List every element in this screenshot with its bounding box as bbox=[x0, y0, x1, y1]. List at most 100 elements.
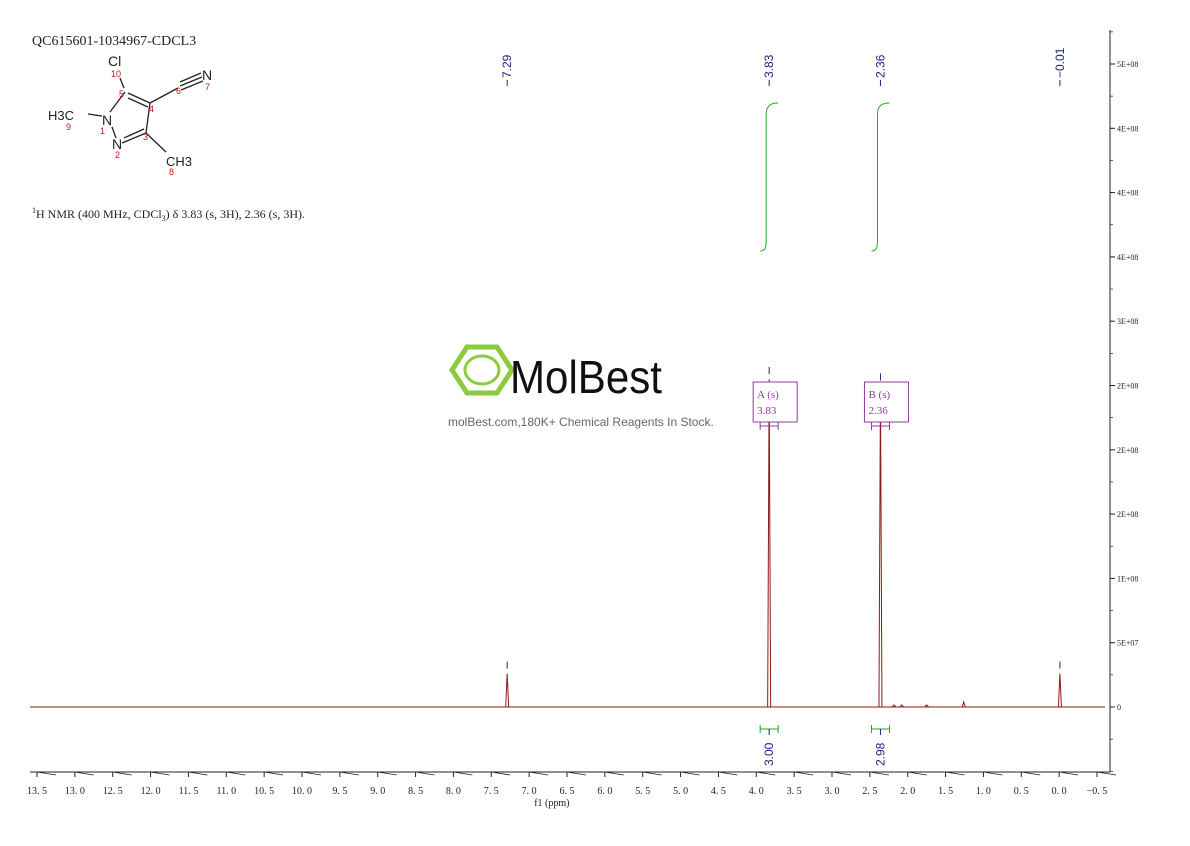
x-minor-tick bbox=[150, 771, 170, 776]
x-minor-tick bbox=[491, 771, 511, 776]
x-tick-label: 2. 0 bbox=[900, 786, 915, 797]
x-tick-label: 10. 5 bbox=[254, 786, 274, 797]
atom-number-2: 2 bbox=[115, 150, 120, 160]
x-minor-tick bbox=[945, 771, 965, 776]
peak-label: 3.83 bbox=[762, 54, 776, 78]
x-tick-label: 13. 0 bbox=[65, 786, 85, 797]
multiplet-box bbox=[863, 381, 909, 423]
molbest-watermark: MolBest molBest.com,180K+ Chemical Reage… bbox=[448, 344, 714, 429]
x-minor-tick bbox=[264, 771, 284, 776]
atom-number-10: 10 bbox=[111, 69, 121, 79]
x-minor-tick bbox=[377, 771, 397, 776]
x-tick-label: 0. 0 bbox=[1052, 786, 1067, 797]
x-minor-tick bbox=[642, 771, 662, 776]
multiplet-id: B (s) bbox=[868, 389, 890, 401]
molbest-brand: MolBest bbox=[510, 351, 662, 403]
x-minor-tick bbox=[1021, 771, 1041, 776]
x-minor-tick bbox=[415, 771, 435, 776]
atom-number-6: 6 bbox=[176, 86, 181, 96]
x-minor-tick bbox=[869, 771, 889, 776]
y-tick-label: 4E+08 bbox=[1117, 124, 1138, 133]
spectrum-minor-peak bbox=[899, 704, 905, 708]
nmr-solvent-sub: 3 bbox=[162, 214, 166, 223]
x-tick-label: 10. 0 bbox=[292, 786, 312, 797]
x-minor-tick bbox=[453, 771, 473, 776]
atom-number-5: 5 bbox=[119, 89, 124, 99]
y-tick-label: 4E+08 bbox=[1117, 253, 1138, 262]
y-tick-label: 4E+08 bbox=[1117, 189, 1138, 198]
nmr-description: 1H NMR (400 MHz, CDCl3) δ 3.83 (s, 3H), … bbox=[32, 206, 305, 223]
spectrum-peak bbox=[1057, 673, 1062, 708]
molbest-logo-ring bbox=[463, 354, 501, 386]
x-tick-label: 3. 5 bbox=[787, 786, 802, 797]
x-tick-label: 4. 0 bbox=[749, 786, 764, 797]
atom-n-1: N bbox=[102, 112, 112, 128]
chart-axes: 13. 5 13. 0 1 2. 5 12. 0 11. 5 11. 0 10. 5 10. 0… bbox=[27, 30, 1138, 809]
x-minor-tick bbox=[112, 771, 132, 776]
y-tick-label: 5E+08 bbox=[1117, 60, 1138, 69]
molecule-structure: Cl N N N H3C CH3 1 2 3 4 5 6 7 8 9 10 bbox=[48, 53, 212, 177]
integral-value: 3.00 bbox=[762, 742, 776, 766]
x-tick-label: 13. 5 bbox=[27, 786, 47, 797]
x-minor-tick bbox=[831, 771, 851, 776]
atom-number-7: 7 bbox=[205, 82, 210, 92]
y-tick-label: 2E+08 bbox=[1117, 382, 1138, 391]
spectrum-peak bbox=[767, 379, 772, 708]
x-tick-label: 5. 5 bbox=[635, 786, 650, 797]
x-minor-tick bbox=[756, 771, 776, 776]
x-tick-label: 3. 0 bbox=[825, 786, 840, 797]
x-minor-tick bbox=[188, 771, 208, 776]
x-minor-tick bbox=[907, 771, 927, 776]
x-tick-label: 11. 5 bbox=[179, 786, 199, 797]
x-tick-label: −0. 5 bbox=[1087, 786, 1108, 797]
molbest-tagline: molBest.com,180K+ Chemical Reagents In S… bbox=[448, 415, 714, 429]
x-minor-tick bbox=[74, 771, 94, 776]
peak-label: 2.36 bbox=[873, 54, 887, 78]
chart-annotations: 7.29 3.83 2.36 −0.01 A (s) 3.83 B (s) 2.36 3.00 2… bbox=[500, 47, 1067, 766]
y-tick-label: 5E+07 bbox=[1117, 639, 1138, 648]
spectrum-minor-peak bbox=[924, 704, 929, 708]
x-tick-label: 5. 0 bbox=[673, 786, 688, 797]
atom-n-2: N bbox=[112, 136, 122, 152]
multiplet-shift: 3.83 bbox=[757, 405, 777, 417]
sample-id: QC615601-1034967-CDCL3 bbox=[32, 34, 196, 49]
molbest-logo-hexagon bbox=[449, 344, 515, 396]
x-tick-label: 7. 5 bbox=[484, 786, 499, 797]
x-minor-tick bbox=[718, 771, 738, 776]
y-tick-label: 0 bbox=[1117, 703, 1121, 712]
x-minor-tick bbox=[339, 771, 359, 776]
spectrum-minor-peak bbox=[891, 704, 897, 708]
x-minor-tick bbox=[36, 771, 56, 776]
peak-label: −0.01 bbox=[1053, 47, 1067, 78]
atom-h3c: H3C bbox=[48, 108, 74, 123]
x-tick-label: 12. 0 bbox=[141, 786, 161, 797]
y-tick-label: 1E+08 bbox=[1117, 574, 1138, 583]
peak-label: 7.29 bbox=[500, 54, 514, 78]
nmr-nucleus-sup: 1 bbox=[32, 206, 36, 215]
x-minor-tick bbox=[680, 771, 700, 776]
y-tick-label: 2E+08 bbox=[1117, 446, 1138, 455]
atom-number-3: 3 bbox=[143, 132, 148, 142]
spectrum-peak bbox=[505, 673, 510, 708]
x-tick-label: 6. 0 bbox=[597, 786, 612, 797]
x-tick-label: 2. 5 bbox=[862, 786, 877, 797]
x-minor-tick bbox=[529, 771, 549, 776]
x-minor-tick bbox=[794, 771, 814, 776]
multiplet-shift: 2.36 bbox=[868, 405, 888, 417]
x-tick-label: 11. 0 bbox=[216, 786, 236, 797]
x-tick-label: 0. 5 bbox=[1014, 786, 1029, 797]
atom-number-9: 9 bbox=[66, 122, 71, 132]
x-minor-tick bbox=[604, 771, 624, 776]
x-tick-label: 9. 0 bbox=[370, 786, 385, 797]
x-tick-label: 1. 5 bbox=[938, 786, 953, 797]
x-minor-tick bbox=[226, 771, 246, 776]
x-minor-tick bbox=[1059, 771, 1079, 776]
atom-number-4: 4 bbox=[149, 104, 154, 114]
nmr-description-text-2: ) δ 3.83 (s, 3H), 2.36 (s, 3H). bbox=[166, 207, 305, 221]
nmr-description-text: H NMR (400 MHz, CDCl bbox=[36, 207, 162, 221]
atom-number-8: 8 bbox=[169, 167, 174, 177]
x-minor-tick bbox=[566, 771, 586, 776]
x-minor-tick bbox=[1096, 771, 1116, 776]
